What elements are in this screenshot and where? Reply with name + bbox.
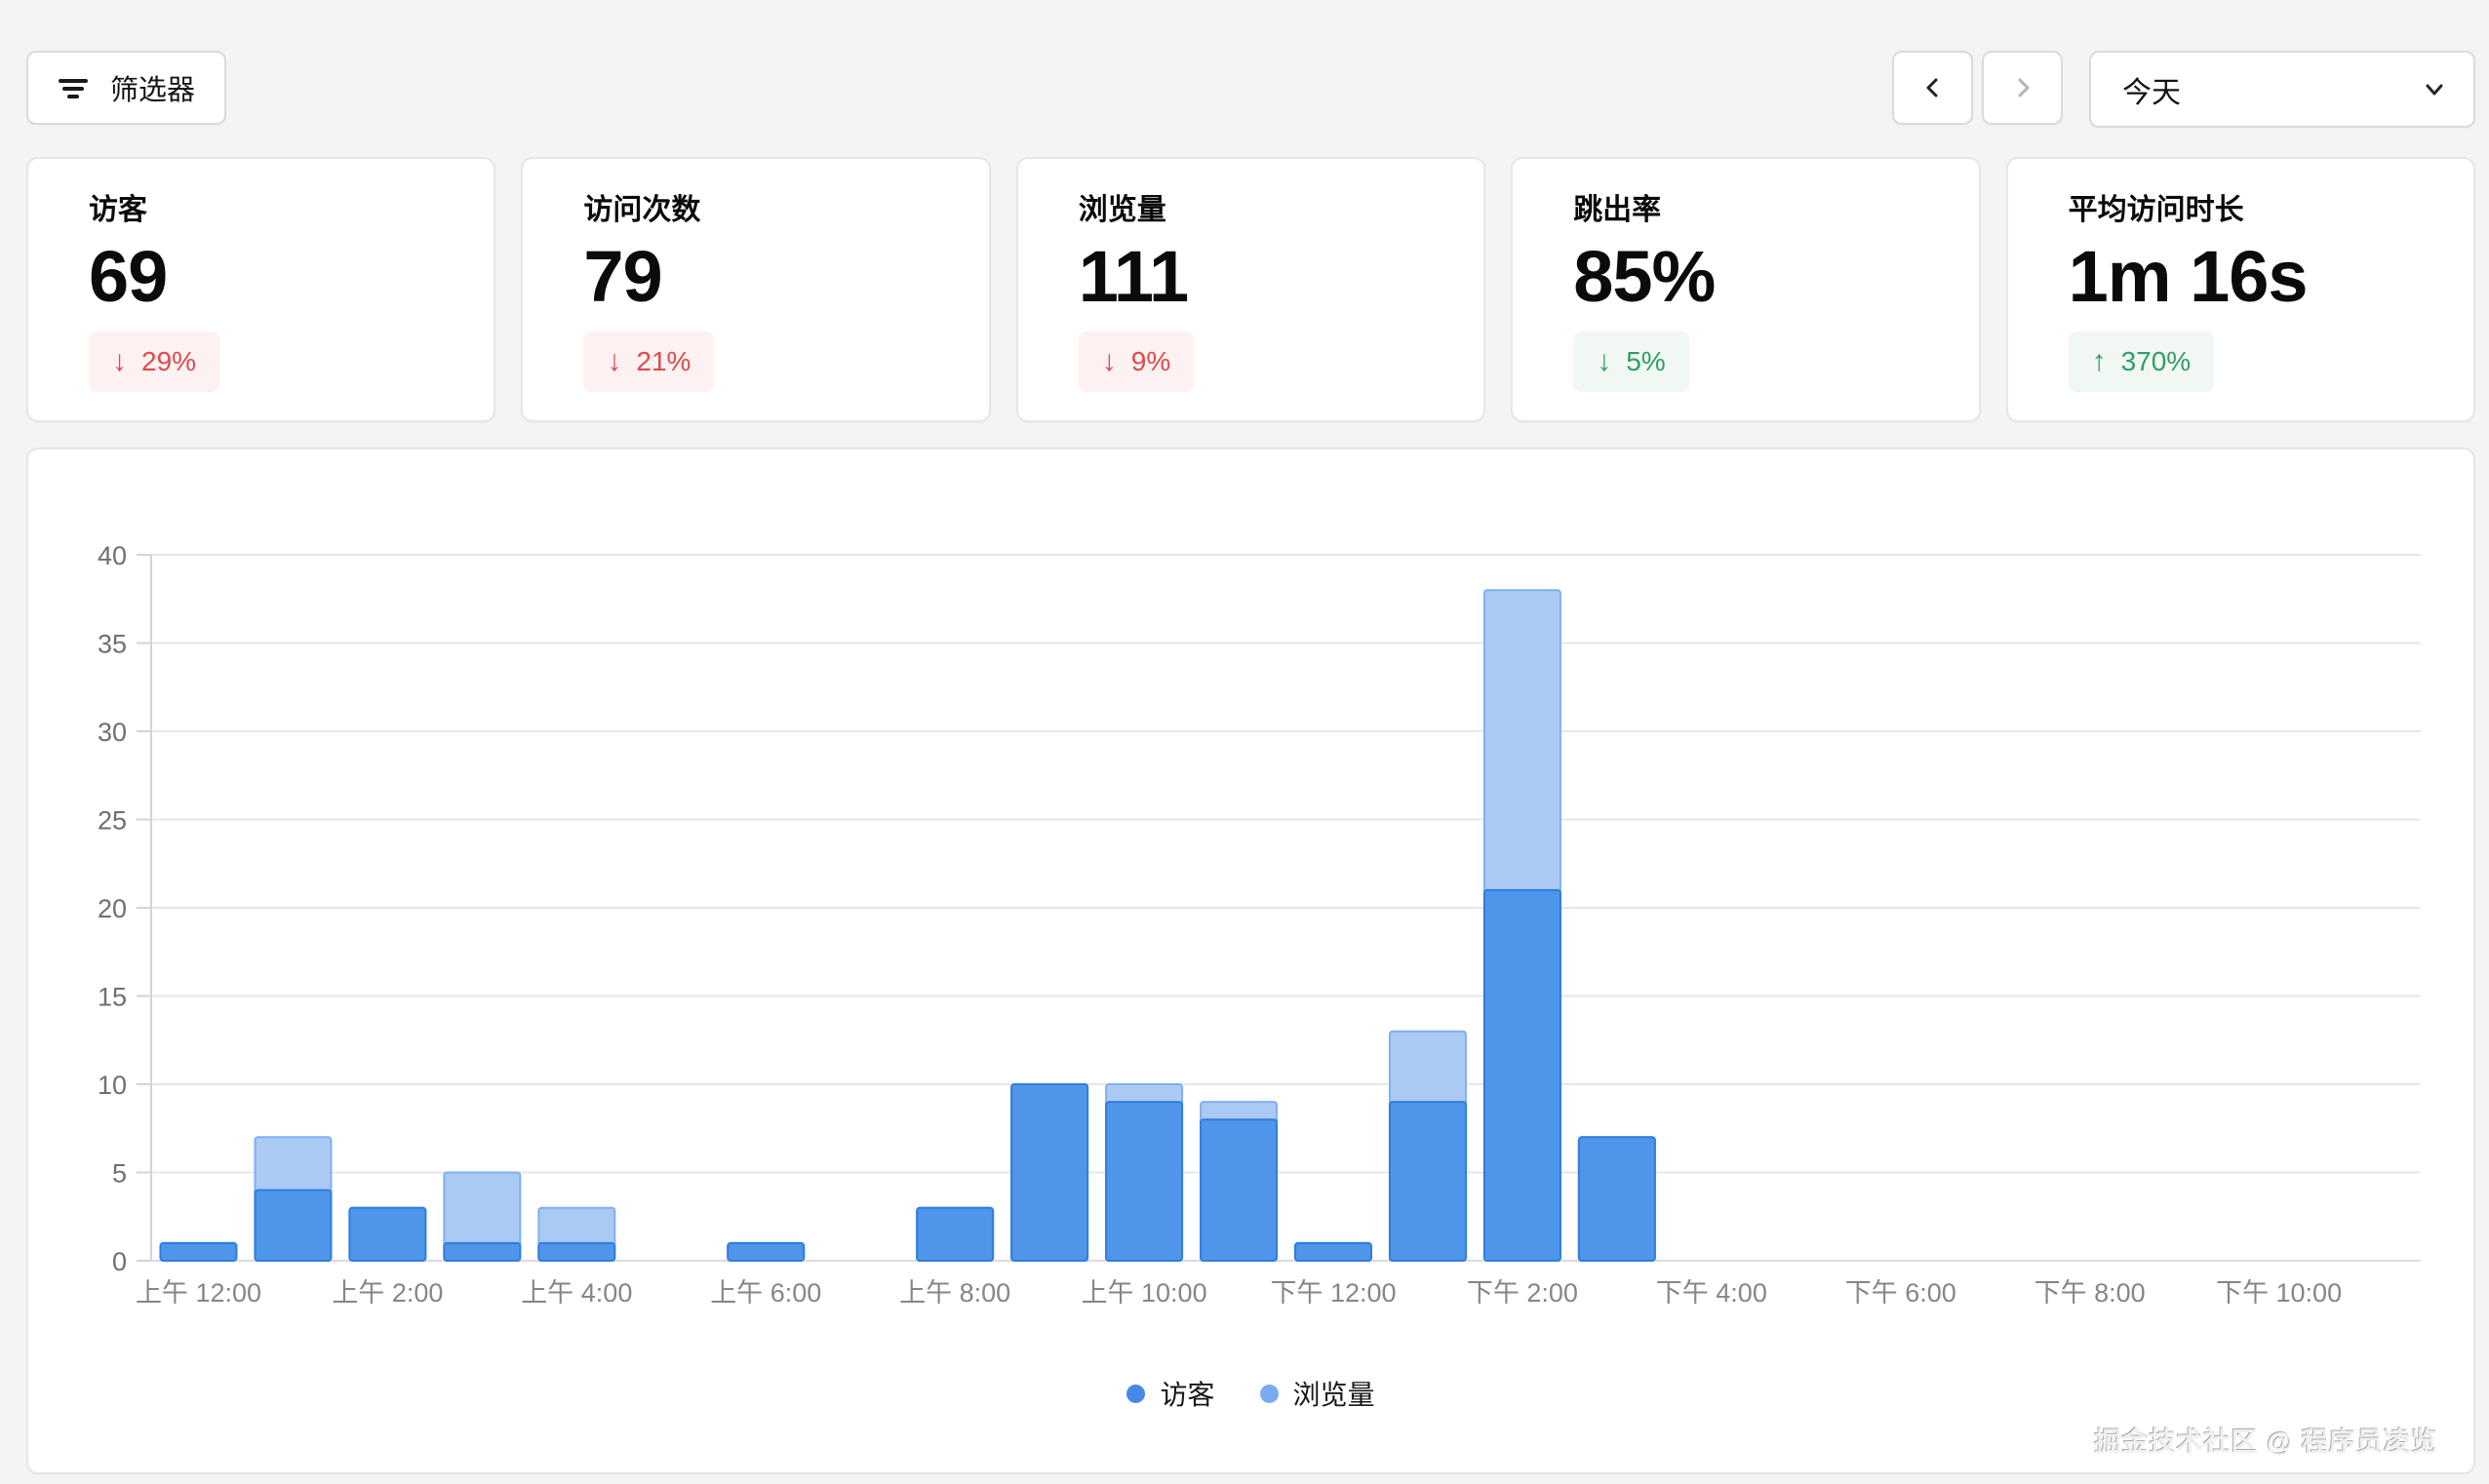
bar-visitors-hour-12[interactable] — [1293, 1241, 1372, 1263]
bar-visitors-hour-3[interactable] — [443, 1241, 522, 1263]
trend-arrow-icon: ↓ — [1101, 345, 1117, 378]
stat-label: 跳出率 — [1573, 194, 1662, 226]
stat-value: 111 — [1078, 235, 1189, 317]
legend-item-visitors[interactable]: 访客 — [1126, 1374, 1215, 1413]
stat-value: 69 — [89, 235, 168, 317]
bar-visitors-hour-8[interactable] — [916, 1206, 995, 1263]
legend-item-pageviews[interactable]: 浏览量 — [1259, 1374, 1375, 1413]
stat-change-badge: ↓ 21% — [583, 332, 715, 393]
stat-card-visits: 访问次数 79 ↓ 21% — [521, 157, 991, 422]
x-axis-label-7: 下午 2:00 — [1467, 1278, 1578, 1308]
y-axis-label-10: 10 — [98, 1071, 127, 1100]
pageviews-legend-dot-icon — [1259, 1384, 1279, 1403]
legend-label: 访客 — [1160, 1380, 1215, 1410]
stat-value: 1m 16s — [2068, 235, 2309, 317]
prev-period-button[interactable] — [1892, 51, 1973, 125]
filter-icon — [58, 73, 89, 102]
stat-label: 访问次数 — [583, 194, 701, 226]
stat-card-visitors: 访客 69 ↓ 29% — [26, 157, 496, 422]
chevron-left-icon — [1918, 73, 1948, 102]
stat-change-badge: ↓ 29% — [89, 332, 220, 393]
stat-label: 平均访问时长 — [2068, 194, 2244, 226]
bar-visitors-hour-6[interactable] — [727, 1241, 806, 1263]
stat-change-badge: ↓ 9% — [1078, 332, 1195, 393]
y-axis-label-25: 25 — [98, 806, 127, 836]
x-axis-label-0: 上午 12:00 — [136, 1278, 261, 1308]
y-axis-label-35: 35 — [98, 630, 127, 659]
x-axis-label-11: 下午 10:00 — [2216, 1278, 2342, 1308]
x-axis-label-6: 下午 12:00 — [1270, 1278, 1396, 1308]
date-range-value: 今天 — [2122, 76, 2181, 109]
date-range-select[interactable]: 今天 — [2089, 51, 2475, 128]
bar-visitors-hour-15[interactable] — [1577, 1136, 1656, 1262]
filter-button[interactable]: 筛选器 — [26, 51, 227, 125]
stat-value: 85% — [1573, 235, 1716, 317]
legend-label: 浏览量 — [1292, 1380, 1375, 1410]
traffic-chart-card: 0 5 10 15 20 25 30 35 40 上午 12:00 上午 2:00 上午 4:00 上午… — [26, 448, 2475, 1474]
toolbar: 筛选器 今天 — [26, 51, 2475, 128]
stat-card-bounce-rate: 跳出率 85% ↓ 5% — [1511, 157, 1981, 422]
chevron-down-icon — [2421, 76, 2448, 103]
stat-change-value: 5% — [1626, 346, 1666, 377]
bar-visitors-hour-14[interactable] — [1482, 888, 1561, 1262]
x-axis-label-10: 下午 8:00 — [2035, 1278, 2146, 1308]
bar-visitors-hour-2[interactable] — [348, 1206, 427, 1263]
chevron-right-icon — [2008, 73, 2037, 102]
stat-label: 浏览量 — [1078, 194, 1166, 226]
stat-label: 访客 — [89, 194, 147, 226]
stat-change-value: 21% — [636, 346, 691, 377]
filter-button-label: 筛选器 — [110, 75, 196, 106]
trend-arrow-icon: ↓ — [607, 345, 622, 378]
x-axis-label-4: 上午 8:00 — [899, 1278, 1010, 1308]
stat-change-value: 370% — [2120, 346, 2192, 377]
bar-visitors-hour-1[interactable] — [254, 1189, 333, 1262]
x-axis-label-3: 上午 6:00 — [710, 1278, 821, 1308]
trend-arrow-icon: ↓ — [1597, 345, 1612, 378]
trend-arrow-icon: ↓ — [112, 345, 127, 378]
stat-value: 79 — [583, 235, 662, 317]
y-axis-label-40: 40 — [98, 541, 127, 570]
watermark: 掘金技术社区 @ 程序员凌览 — [2094, 1427, 2438, 1457]
y-axis-label-30: 30 — [98, 718, 127, 747]
stat-change-badge: ↑ 370% — [2068, 332, 2215, 393]
y-axis-label-20: 20 — [98, 894, 127, 923]
x-axis-label-5: 上午 10:00 — [1082, 1278, 1207, 1308]
next-period-button[interactable] — [1982, 51, 2063, 125]
bar-visitors-hour-4[interactable] — [537, 1241, 616, 1263]
trend-arrow-icon: ↑ — [2091, 345, 2107, 378]
chart-legend: 访客 浏览量 — [28, 1374, 2473, 1413]
y-axis-label-0: 0 — [112, 1247, 127, 1276]
bar-visitors-hour-9[interactable] — [1010, 1083, 1089, 1262]
visitors-legend-dot-icon — [1126, 1384, 1146, 1403]
bar-visitors-hour-13[interactable] — [1388, 1101, 1467, 1262]
bar-visitors-hour-11[interactable] — [1200, 1118, 1279, 1263]
bar-visitors-hour-10[interactable] — [1105, 1101, 1184, 1262]
y-axis-label-15: 15 — [98, 983, 127, 1012]
x-axis-label-9: 下午 6:00 — [1845, 1278, 1956, 1308]
stats-row: 访客 69 ↓ 29% 访问次数 79 ↓ 21% 浏览量 111 ↓ 9% 跳… — [26, 157, 2475, 422]
stat-card-pageviews: 浏览量 111 ↓ 9% — [1015, 157, 1486, 422]
stat-card-avg-visit-time: 平均访问时长 1m 16s ↑ 370% — [2005, 157, 2475, 422]
x-axis-label-2: 上午 4:00 — [521, 1278, 632, 1308]
hourly-traffic-bar-chart: 0 5 10 15 20 25 30 35 40 上午 12:00 上午 2:00 上午 4:00 上午… — [98, 541, 2421, 1308]
x-axis-label-8: 下午 4:00 — [1656, 1278, 1767, 1308]
stat-change-value: 29% — [141, 346, 197, 377]
stat-change-value: 9% — [1130, 346, 1171, 377]
y-axis-label-5: 5 — [112, 1159, 127, 1189]
stat-change-badge: ↓ 5% — [1573, 332, 1689, 393]
x-axis-label-1: 上午 2:00 — [332, 1278, 443, 1308]
bar-visitors-hour-0[interactable] — [159, 1241, 238, 1263]
